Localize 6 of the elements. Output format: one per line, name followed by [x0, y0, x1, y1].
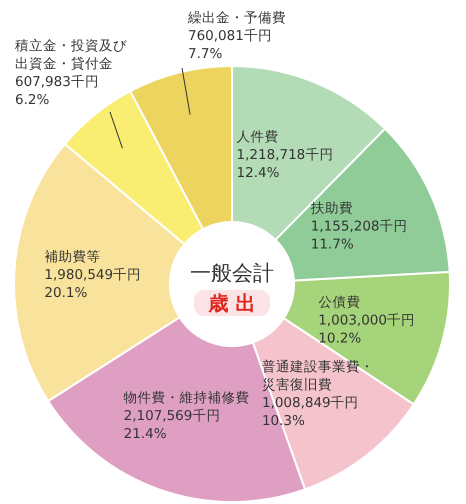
- slice-label: 繰出金・予備費: [187, 10, 286, 26]
- slice-label: 積立金・投資及び出資金・貸付金: [15, 38, 128, 72]
- text: 歳 出: [208, 291, 256, 315]
- text: 一般会計: [190, 261, 274, 285]
- data-label: 760,081千円 7.7%: [188, 28, 272, 62]
- data-label: 607,983千円 6.2%: [15, 74, 99, 108]
